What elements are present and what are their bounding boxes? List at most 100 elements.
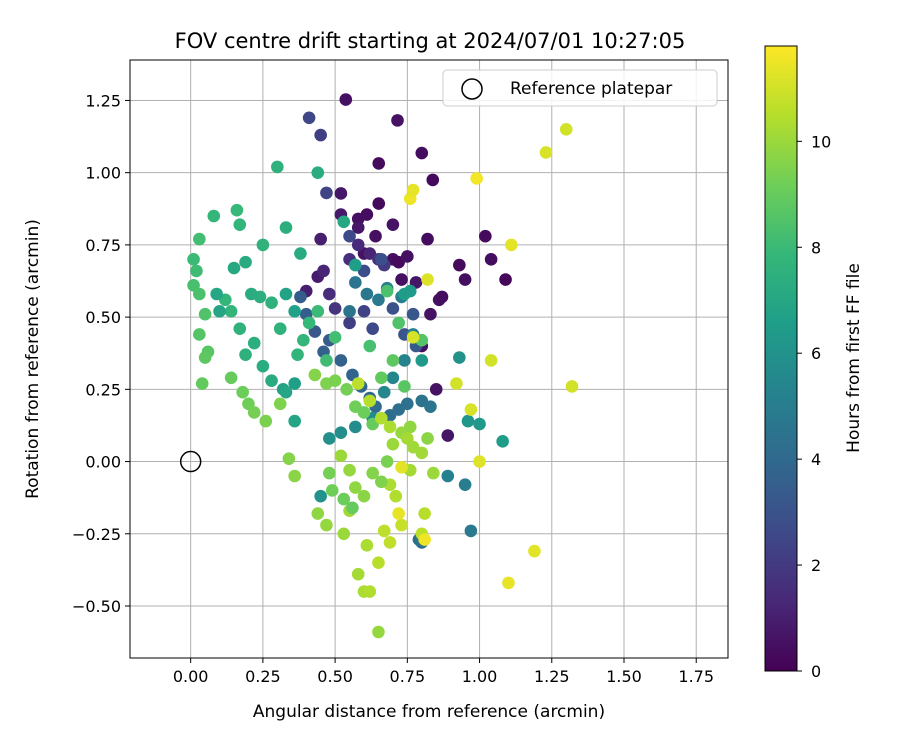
scatter-point — [375, 253, 388, 266]
scatter-point — [372, 293, 385, 307]
scatter-point — [271, 160, 284, 174]
scatter-point — [502, 576, 515, 590]
colorbar-ticks: 0 2 4 6 8 10 — [797, 132, 831, 681]
scatter-point — [458, 478, 472, 491]
colorbar-gradient — [764, 45, 798, 672]
x-tick-label: 0.75 — [390, 667, 426, 686]
scatter-point — [190, 264, 203, 278]
scatter-point — [339, 93, 353, 106]
scatter-point — [403, 284, 417, 298]
scatter-point — [528, 544, 541, 558]
scatter-point — [282, 452, 296, 465]
scatter-point — [424, 307, 437, 321]
colorbar-tick-label: 4 — [811, 450, 821, 469]
scatter-point — [479, 229, 492, 243]
reference-point-marker — [179, 450, 202, 473]
scatter-point — [288, 305, 301, 318]
scatter-point — [389, 489, 403, 503]
scatter-point — [383, 420, 397, 434]
scatter-point — [337, 215, 351, 229]
x-tick-label: 1.50 — [606, 667, 642, 686]
scatter-point — [259, 414, 273, 428]
scatter-point — [224, 305, 238, 318]
scatter-point — [325, 484, 339, 497]
x-axis-label: Angular distance from reference (arcmin) — [253, 702, 605, 722]
scatter-point — [198, 351, 212, 364]
scatter-point — [380, 455, 394, 468]
scatter-point — [256, 238, 270, 252]
scatter-point — [343, 305, 356, 318]
scatter-point — [386, 302, 400, 315]
scatter-point — [406, 331, 420, 344]
scatter-point — [360, 208, 374, 221]
scatter-point — [363, 339, 377, 353]
x-tick-label: 1.00 — [462, 667, 498, 686]
scatter-point — [314, 489, 327, 503]
scatter-point — [328, 331, 342, 344]
scatter-point — [360, 539, 374, 552]
legend-label: Reference platepar — [510, 79, 672, 99]
scatter-point — [401, 397, 414, 411]
scatter-point — [302, 111, 316, 125]
scatter-point — [195, 377, 209, 390]
scatter-point — [380, 284, 394, 298]
scatter-point — [320, 186, 333, 200]
scatter-point — [424, 400, 437, 413]
scatter-point — [386, 437, 400, 451]
scatter-point — [415, 354, 429, 367]
scatter-point — [375, 371, 388, 385]
scatter-point — [311, 166, 325, 179]
scatter-point — [308, 368, 322, 382]
scatter-point — [398, 354, 411, 367]
scatter-point — [406, 307, 420, 321]
scatter-point — [210, 287, 223, 301]
x-tick-label: 0.25 — [245, 667, 281, 686]
scatter-point — [366, 322, 379, 335]
legend-box — [442, 69, 718, 107]
scatter-point — [349, 481, 362, 494]
scatter-point — [539, 146, 553, 159]
scatter-point — [369, 229, 382, 243]
scatter-point — [398, 380, 411, 393]
colorbar: 0 2 4 6 8 10 Hours from first FF file — [764, 45, 864, 681]
scatter-point — [505, 238, 518, 252]
legend: Reference platepar — [442, 69, 718, 107]
y-tick-label: 0.00 — [85, 453, 121, 472]
scatter-point — [187, 253, 200, 266]
scatter-point — [421, 432, 434, 445]
scatter-point — [349, 420, 362, 434]
scatter-point — [366, 466, 379, 480]
scatter-point — [279, 287, 293, 301]
colorbar-tick-label: 8 — [811, 238, 821, 257]
scatter-point — [406, 440, 420, 454]
scatter-point — [372, 157, 386, 170]
scatter-point — [470, 172, 483, 185]
scatter-point — [323, 287, 336, 301]
scatter-point — [334, 187, 348, 200]
scatter-point — [392, 316, 405, 330]
scatter-point — [349, 276, 362, 289]
scatter-point — [245, 287, 258, 301]
scatter-point — [317, 264, 330, 278]
scatter-point — [273, 322, 287, 335]
colorbar-label: Hours from first FF file — [844, 263, 864, 453]
scatter-point — [357, 406, 371, 419]
scatter-point — [288, 414, 301, 428]
scatter-point — [421, 273, 434, 286]
x-tick-label: 0.00 — [173, 667, 209, 686]
scatter-point — [372, 197, 386, 210]
scatter-point — [386, 371, 400, 385]
scatter-point — [314, 128, 327, 142]
scatter-point — [461, 414, 475, 428]
scatter-point — [429, 383, 443, 396]
y-tick-label: −0.25 — [72, 525, 121, 544]
scatter-point — [559, 123, 573, 136]
scatter-point — [256, 359, 270, 373]
scatter-point — [334, 426, 348, 439]
scatter-point — [323, 432, 336, 445]
scatter-point — [363, 585, 377, 598]
scatter-point — [213, 305, 226, 318]
scatter-point — [320, 518, 333, 532]
scatter-point — [406, 183, 420, 197]
